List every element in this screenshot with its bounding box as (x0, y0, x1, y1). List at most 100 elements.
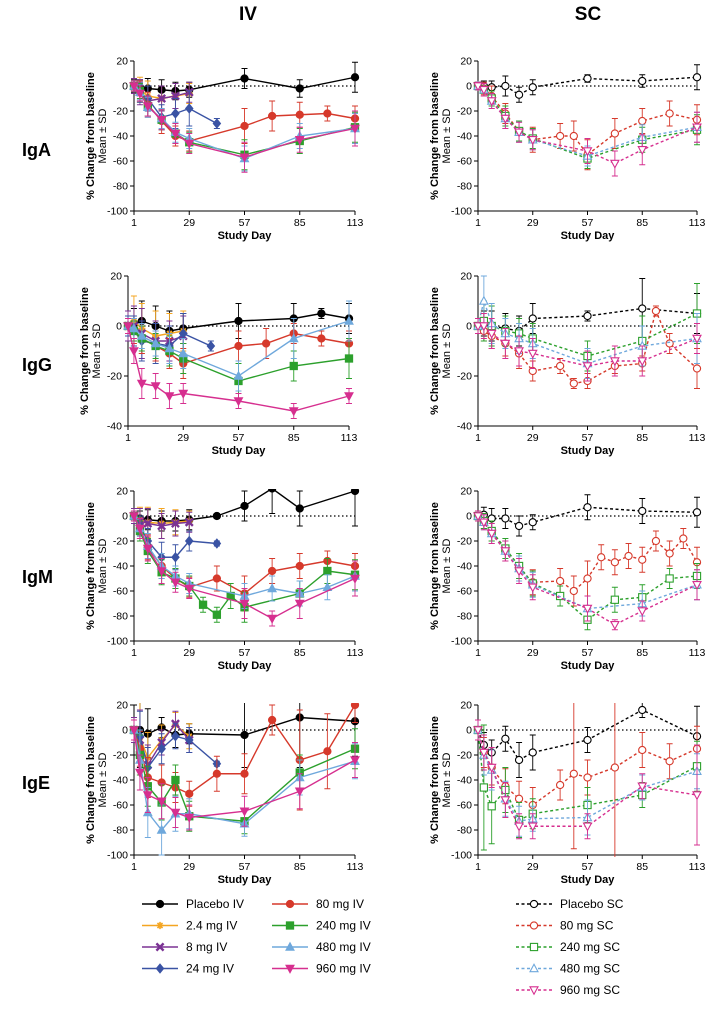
data-point (184, 813, 195, 823)
y-tick-label: -80 (457, 611, 472, 623)
y-tick-label: -20 (113, 536, 128, 548)
data-point (679, 534, 688, 543)
data-point (240, 730, 249, 740)
series-placebo (473, 64, 702, 103)
y-tick-label: -80 (113, 611, 128, 623)
data-point (527, 583, 538, 593)
legend-label: 24 mg IV (186, 962, 234, 976)
data-point (129, 726, 139, 736)
y-tick-label: -20 (457, 106, 472, 118)
data-point (555, 576, 565, 586)
data-point (514, 128, 524, 138)
data-point (156, 797, 167, 807)
x-tick-label: 29 (527, 217, 539, 229)
x-tick-label: 113 (689, 217, 706, 229)
data-point (486, 529, 497, 539)
data-point (239, 153, 250, 163)
data-point (295, 110, 304, 119)
data-point (123, 322, 133, 332)
y-axis-sublabel: Mean ± SD (97, 108, 109, 163)
legend-marker (285, 899, 295, 909)
y-tick-label: -40 (457, 421, 472, 433)
y-tick-label: -100 (451, 636, 472, 648)
y-tick-label: -40 (457, 775, 472, 787)
data-point (478, 295, 489, 305)
series-group (129, 703, 360, 856)
data-point (637, 357, 648, 367)
legend-label: 960 mg SC (560, 983, 620, 997)
data-point (583, 74, 592, 83)
data-point (473, 512, 483, 522)
y-axis-sublabel: Mean ± SD (97, 538, 109, 593)
x-tick-label: 85 (636, 217, 648, 229)
x-tick-label: 1 (131, 861, 137, 873)
x-tick-label: 57 (582, 432, 594, 444)
legend-label: 240 mg SC (560, 940, 620, 954)
series-group (123, 295, 354, 419)
y-tick-label: -60 (113, 586, 128, 598)
data-point (289, 361, 298, 371)
data-point (134, 524, 145, 534)
data-point (129, 512, 139, 522)
x-tick-label: 85 (288, 432, 300, 444)
data-point (501, 734, 510, 743)
y-tick-label: -80 (113, 825, 128, 837)
data-point (527, 349, 538, 359)
data-point (184, 517, 194, 527)
data-point (555, 131, 565, 141)
data-point (555, 361, 565, 371)
y-tick-label: 0 (122, 511, 128, 523)
data-point (583, 735, 592, 745)
data-point (624, 551, 633, 561)
data-point (170, 129, 181, 139)
row-label-ige: IgE (22, 773, 50, 793)
x-axis-label: Study Day (218, 230, 273, 242)
data-point (261, 339, 271, 348)
x-tick-label: 57 (239, 647, 251, 659)
series-placebo (129, 489, 360, 532)
legend-item-iv-d960: 960 mg IV (272, 962, 371, 976)
data-point (569, 379, 578, 388)
x-tick-label: 85 (636, 647, 648, 659)
data-point (142, 102, 153, 112)
data-point (555, 780, 565, 790)
legend-marker (155, 963, 165, 974)
y-tick-label: 0 (466, 81, 472, 93)
series-d960 (473, 81, 702, 177)
data-point (317, 309, 326, 318)
data-point (150, 382, 161, 392)
x-axis-label: Study Day (561, 230, 616, 242)
data-point (212, 118, 222, 129)
series-d960 (473, 719, 702, 846)
data-point (514, 794, 524, 803)
x-axis-label: Study Day (212, 445, 267, 457)
data-point (514, 567, 524, 577)
data-point (501, 514, 510, 523)
data-point (317, 334, 326, 343)
x-tick-label: 1 (131, 647, 137, 659)
data-point (323, 109, 332, 118)
data-point (350, 124, 360, 134)
x-tick-label: 1 (131, 217, 137, 229)
column-header-sc: SC (575, 4, 602, 25)
data-point (610, 595, 620, 604)
data-point (651, 306, 661, 316)
legend-label: 240 mg IV (316, 919, 371, 933)
data-point (528, 83, 537, 92)
data-point (295, 84, 304, 93)
data-point (212, 769, 222, 778)
data-point (185, 789, 194, 798)
legend-item-sc-d80: 80 mg SC (516, 919, 614, 933)
legend-item-sc-d960: 960 mg SC (516, 983, 620, 997)
data-point (171, 775, 180, 785)
y-axis-sublabel: Mean ± SD (441, 108, 453, 163)
y-tick-label: 0 (466, 725, 472, 737)
data-point (164, 392, 175, 402)
data-point (692, 73, 702, 82)
data-point (184, 584, 195, 594)
series-line (477, 85, 698, 165)
